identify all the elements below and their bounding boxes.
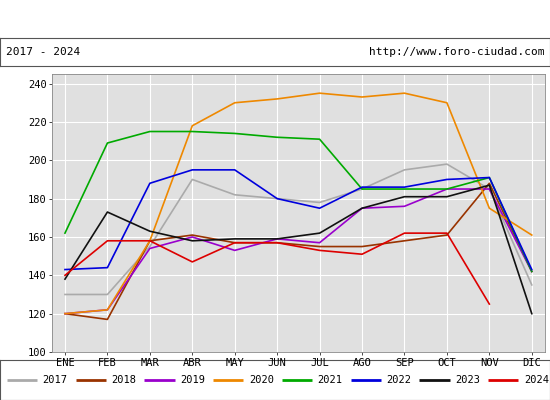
Text: 2021: 2021 <box>317 375 343 385</box>
Text: http://www.foro-ciudad.com: http://www.foro-ciudad.com <box>369 47 544 57</box>
Text: 2020: 2020 <box>249 375 274 385</box>
Text: 2024: 2024 <box>524 375 549 385</box>
Text: Evolucion del paro registrado en Cambil: Evolucion del paro registrado en Cambil <box>104 12 446 26</box>
Text: 2023: 2023 <box>455 375 480 385</box>
Text: 2017: 2017 <box>43 375 68 385</box>
Text: 2017 - 2024: 2017 - 2024 <box>6 47 80 57</box>
Text: 2022: 2022 <box>386 375 411 385</box>
Text: 2018: 2018 <box>111 375 136 385</box>
Text: 2019: 2019 <box>180 375 205 385</box>
